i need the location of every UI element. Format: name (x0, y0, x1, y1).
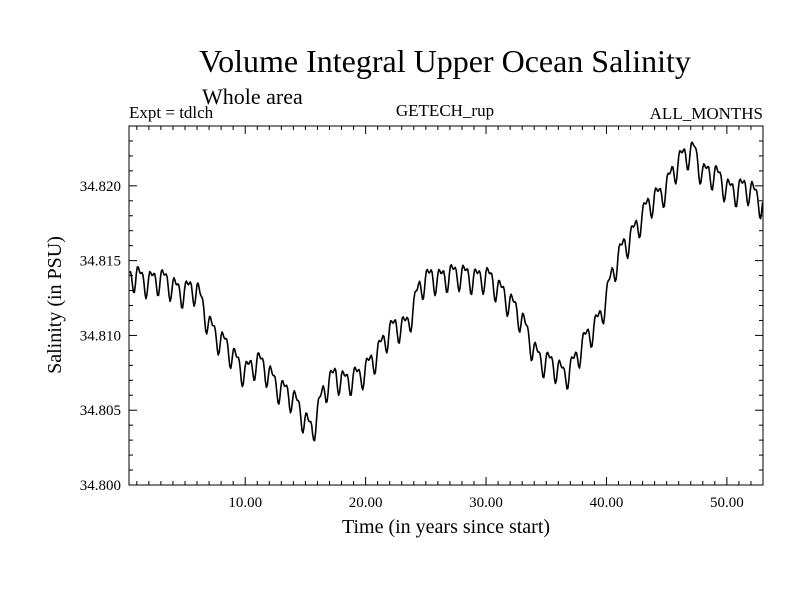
x-tick-label: 40.00 (590, 495, 624, 511)
x-tick-label: 10.00 (228, 495, 262, 511)
header-left: Expt = tdlch (129, 103, 214, 122)
plot-frame (128, 125, 764, 486)
chart-title: Volume Integral Upper Ocean Salinity (199, 43, 691, 79)
axis-ticks (129, 125, 764, 486)
x-axis-label: Time (in years since start) (342, 516, 550, 538)
header-right: ALL_MONTHS (650, 104, 763, 123)
y-tick-label: 34.820 (80, 179, 121, 195)
x-tick-label: 30.00 (469, 495, 503, 511)
series-line (129, 141, 764, 442)
y-tick-label: 34.805 (80, 403, 121, 419)
y-tick-label: 34.810 (80, 328, 121, 344)
y-tick-label: 34.815 (80, 254, 121, 270)
header-center: GETECH_rup (396, 101, 494, 120)
x-tick-label: 20.00 (349, 495, 383, 511)
x-tick-label: 50.00 (710, 495, 744, 511)
y-axis-label: Salinity (in PSU) (44, 236, 66, 374)
chart-subtitle: Whole area (202, 84, 303, 109)
axis-tick-labels: 10.00 20.00 30.00 40.00 50.00 34.800 34.805 34.… (80, 179, 744, 511)
y-tick-label: 34.800 (80, 478, 121, 494)
